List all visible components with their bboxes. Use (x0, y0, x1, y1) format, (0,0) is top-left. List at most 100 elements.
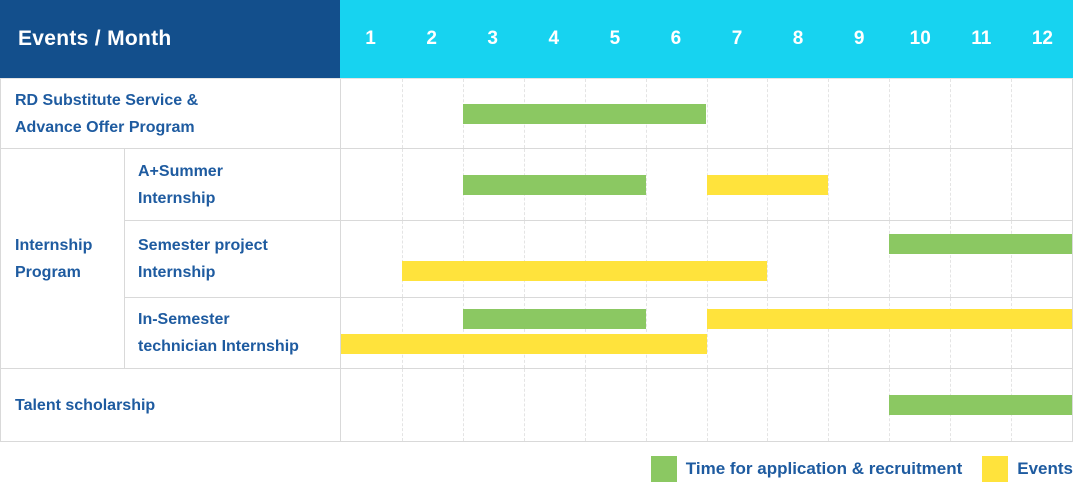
legend-item-events: Events (982, 456, 1073, 482)
month-gridline (1011, 79, 1013, 148)
month-gridline (523, 369, 525, 441)
month-gridline (584, 298, 586, 368)
row-label-semester-project: Semester project Internship (125, 221, 341, 297)
month-gridline (767, 221, 769, 297)
month-header-row: 1 2 3 4 5 6 7 8 9 10 11 12 (340, 0, 1073, 78)
gantt-body: RD Substitute Service & Advance Offer Pr… (0, 78, 1073, 442)
label-line: RD Substitute Service & (15, 91, 199, 109)
row-label-rd-substitute: RD Substitute Service & Advance Offer Pr… (1, 79, 341, 148)
chart-area-rd-substitute (341, 79, 1072, 148)
month-gridline (950, 298, 952, 368)
month-gridline (889, 79, 891, 148)
gantt-table: Events / Month 1 2 3 4 5 6 7 8 9 10 11 12 RD Substi… (0, 0, 1073, 442)
month-gridline (401, 149, 403, 220)
yellow-swatch-icon (982, 456, 1009, 482)
month-gridline (1011, 298, 1013, 368)
row-label-talent-scholarship: Talent scholarship (1, 369, 341, 441)
chart-area-a-plus-summer (341, 149, 1072, 220)
month-header-cell: 10 (909, 28, 931, 49)
group-label-internship-program: Internship Program (1, 149, 125, 368)
label-line: Advance Offer Program (15, 118, 195, 136)
gantt-bar-yellow (706, 174, 829, 195)
gantt-bar-green (462, 103, 707, 124)
legend: Time for application & recruitment Event… (650, 456, 1073, 482)
row-internship-group: Internship Program A+Summer Internship S… (1, 149, 1072, 369)
month-gridline (645, 298, 647, 368)
month-gridline (584, 369, 586, 441)
label-line: Internship (138, 189, 216, 207)
month-header-cell: 12 (1031, 28, 1053, 49)
gantt-bar-green (889, 395, 1072, 415)
month-gridline (401, 298, 403, 368)
month-gridline (706, 221, 708, 297)
month-header-cell: 2 (426, 28, 437, 49)
label-line: Talent scholarship (15, 396, 156, 414)
label-line: technician Internship (138, 338, 299, 355)
label-line: Internship (15, 236, 93, 254)
month-header-cell: 8 (792, 28, 804, 49)
label-line: In-Semester (138, 311, 230, 328)
month-gridline (767, 79, 769, 148)
month-header-cell: 11 (971, 28, 992, 49)
month-header-cell: 4 (548, 28, 560, 49)
month-gridline (584, 221, 586, 297)
gantt-bar-yellow (401, 261, 768, 282)
month-header-cell: 1 (365, 28, 376, 49)
legend-label-events: Events (1017, 459, 1073, 478)
row-label-a-plus-summer: A+Summer Internship (125, 149, 341, 220)
month-gridline (706, 298, 708, 368)
month-gridline (462, 369, 464, 441)
month-gridline (889, 221, 891, 297)
month-header-cell: 7 (731, 28, 743, 49)
row-a-plus-summer: A+Summer Internship (125, 149, 1072, 221)
label-line: Program (15, 263, 81, 281)
month-gridline (889, 149, 891, 220)
chart-area-in-semester-technician (341, 298, 1072, 368)
month-gridline (828, 369, 830, 441)
legend-item-recruitment: Time for application & recruitment (650, 456, 963, 482)
legend-label-recruitment: Time for application & recruitment (685, 459, 963, 478)
month-gridline (523, 221, 525, 297)
month-gridline (950, 79, 952, 148)
row-rd-substitute: RD Substitute Service & Advance Offer Pr… (1, 79, 1072, 149)
month-gridline (767, 298, 769, 368)
month-gridline (645, 369, 647, 441)
month-gridline (828, 298, 830, 368)
month-gridline (645, 221, 647, 297)
month-header-cell: 6 (670, 28, 682, 49)
month-header-cell: 9 (853, 28, 865, 49)
gantt-bar-green (462, 309, 646, 329)
month-gridline (706, 369, 708, 441)
month-gridline (767, 369, 769, 441)
gantt-bar-green (462, 174, 646, 195)
month-gridline (950, 221, 952, 297)
gantt-bar-yellow (341, 334, 707, 355)
month-gridline (1011, 221, 1013, 297)
month-header-cell: 3 (487, 28, 498, 49)
row-talent-scholarship: Talent scholarship (1, 369, 1072, 441)
month-gridline (462, 221, 464, 297)
month-gridline (828, 221, 830, 297)
label-line: A+Summer (138, 162, 223, 180)
chart-area-talent-scholarship (341, 369, 1072, 441)
month-gridline (706, 79, 708, 148)
month-gridline (950, 149, 952, 220)
month-gridline (1011, 149, 1013, 220)
page-title: Events / Month (18, 27, 172, 50)
month-gridline (889, 298, 891, 368)
table-header-row: Events / Month 1 2 3 4 5 6 7 8 9 10 11 12 (0, 0, 1073, 78)
month-gridline (401, 369, 403, 441)
row-semester-project: Semester project Internship (125, 221, 1072, 298)
label-line: Semester project (138, 237, 268, 254)
month-gridline (523, 298, 525, 368)
month-gridline (462, 298, 464, 368)
row-label-in-semester-technician: In-Semester technician Internship (125, 298, 341, 368)
month-gridline (828, 79, 830, 148)
month-header-cell: 5 (609, 28, 621, 49)
month-gridline (401, 79, 403, 148)
month-gridline (828, 149, 830, 220)
green-swatch-icon (650, 456, 677, 482)
gantt-bar-green (889, 233, 1072, 254)
header-title-cell: Events / Month (0, 0, 340, 78)
